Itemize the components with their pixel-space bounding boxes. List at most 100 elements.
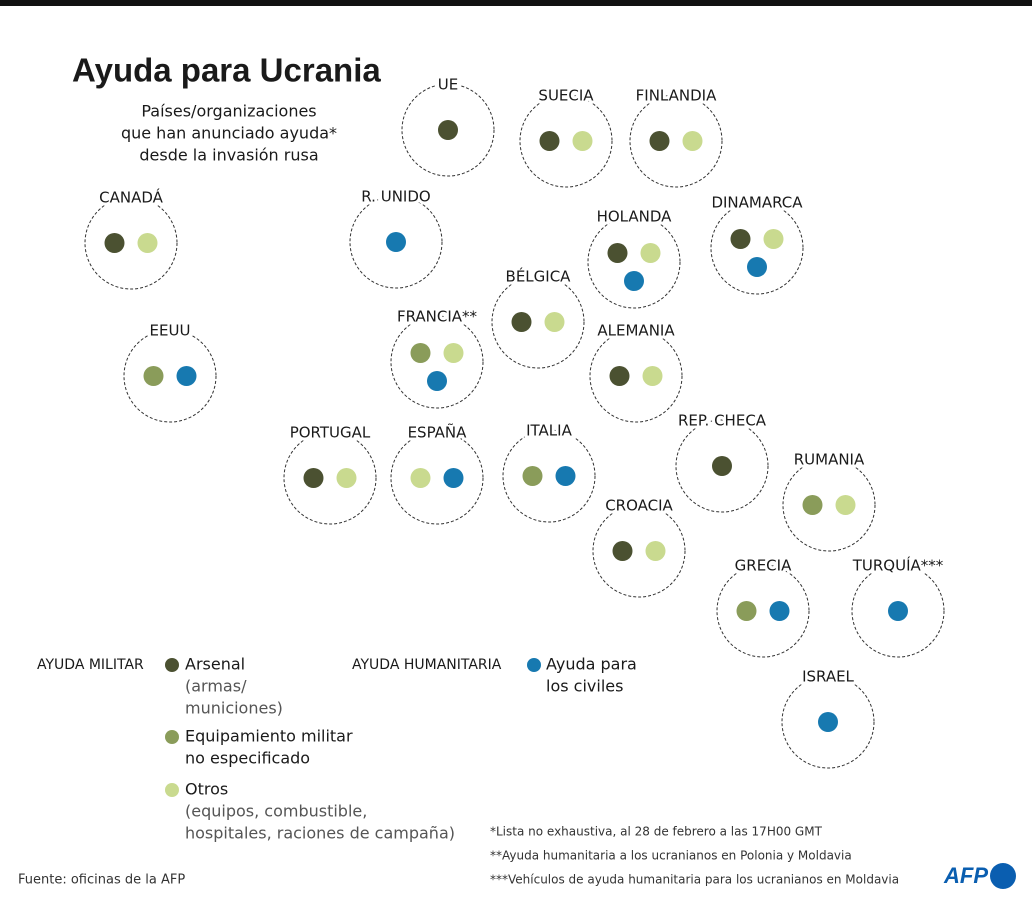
aid-dot xyxy=(143,366,164,386)
country-name: ESPAÑA xyxy=(408,423,468,442)
aid-dot xyxy=(137,233,158,253)
aid-dot xyxy=(802,495,823,515)
legend-title: AYUDA MILITAR xyxy=(37,657,144,673)
country-circle xyxy=(782,458,876,552)
country-circle xyxy=(716,564,810,658)
country-circle xyxy=(629,94,723,188)
aid-dot xyxy=(763,229,784,249)
legend-label: Equipamiento militar xyxy=(185,727,353,746)
aid-dot xyxy=(104,233,125,253)
country-circle xyxy=(851,564,945,658)
aid-dot xyxy=(511,312,532,332)
legend-note: (equipos, combustible, xyxy=(185,802,367,821)
subtitle: Países/organizaciones xyxy=(141,102,316,121)
country-name: ALEMANIA xyxy=(597,322,675,340)
aid-dot xyxy=(336,468,357,488)
country-name: TURQUÍA*** xyxy=(852,556,944,575)
aid-dot xyxy=(572,131,593,151)
aid-dot xyxy=(712,456,732,476)
legend-label: Arsenal xyxy=(185,655,245,674)
aid-dot xyxy=(386,232,406,252)
footnote: *Lista no exhaustiva, al 28 de febrero a… xyxy=(490,825,823,839)
aid-dot xyxy=(176,366,197,386)
legend-label: Ayuda para xyxy=(546,655,637,674)
aid-dot xyxy=(730,229,751,249)
aid-dot xyxy=(649,131,670,151)
aid-dot xyxy=(410,468,431,488)
aid-dot xyxy=(410,343,431,363)
country-circle xyxy=(710,201,804,295)
aid-dot xyxy=(303,468,324,488)
legend-label: los civiles xyxy=(546,677,623,696)
country-name: GRECIA xyxy=(735,557,792,575)
country-circle xyxy=(283,431,377,525)
aid-dot xyxy=(835,495,856,515)
aid-dot xyxy=(736,601,757,621)
country-name: FINLANDIA xyxy=(636,87,717,105)
aid-dot xyxy=(645,541,666,561)
legend-label: no especificado xyxy=(185,749,310,768)
country-circle xyxy=(589,329,683,423)
country-name: HOLANDA xyxy=(597,208,673,226)
aid-dot xyxy=(818,712,838,732)
legend-dot xyxy=(165,783,179,797)
country-circle xyxy=(781,675,875,769)
country-name: REP. CHECA xyxy=(678,412,767,430)
legend-note: municiones) xyxy=(185,699,283,718)
title: Ayuda para Ucrania xyxy=(72,52,381,89)
aid-dot xyxy=(607,243,628,263)
source: Fuente: oficinas de la AFP xyxy=(18,873,185,888)
country-circle xyxy=(390,431,484,525)
country-name: SUECIA xyxy=(538,87,594,105)
country-name: ITALIA xyxy=(526,422,572,440)
footnote: ***Vehículos de ayuda humanitaria para l… xyxy=(490,873,899,887)
subtitle: desde la invasión rusa xyxy=(139,146,318,165)
aid-dot xyxy=(609,366,630,386)
country-name: DINAMARCA xyxy=(711,194,803,212)
country-name: FRANCIA** xyxy=(397,308,478,326)
legend-dot xyxy=(165,730,179,744)
legend-label: Otros xyxy=(185,780,228,799)
aid-dot xyxy=(443,343,464,363)
logo: AFP xyxy=(943,863,988,888)
aid-dot xyxy=(427,371,447,391)
country-name: ISRAEL xyxy=(802,668,854,686)
country-name: RUMANIA xyxy=(794,451,865,469)
country-circle xyxy=(592,504,686,598)
aid-dot xyxy=(682,131,703,151)
country-circle xyxy=(587,215,681,309)
aid-dot xyxy=(544,312,565,332)
aid-dot xyxy=(555,466,576,486)
country-circle xyxy=(491,275,585,369)
country-name: BÉLGICA xyxy=(506,267,572,286)
country-circle xyxy=(349,195,443,289)
country-circle xyxy=(675,419,769,513)
aid-dot xyxy=(443,468,464,488)
logo-circle xyxy=(990,863,1016,889)
aid-dot xyxy=(888,601,908,621)
aid-dot xyxy=(539,131,560,151)
aid-dot xyxy=(640,243,661,263)
aid-dot xyxy=(522,466,543,486)
country-circle xyxy=(84,196,178,290)
subtitle: que han anunciado ayuda* xyxy=(121,124,337,143)
top-bar xyxy=(0,0,1032,6)
country-name: CANADÁ xyxy=(99,188,164,207)
legend-title: AYUDA HUMANITARIA xyxy=(352,657,502,673)
country-circle xyxy=(123,329,217,423)
legend-note: hospitales, raciones de campaña) xyxy=(185,824,455,843)
aid-dot xyxy=(612,541,633,561)
legend-note: (armas/ xyxy=(185,677,247,696)
country-circle xyxy=(519,94,613,188)
aid-dot xyxy=(438,120,458,140)
country-name: R. UNIDO xyxy=(361,188,430,206)
country-name: EEUU xyxy=(150,322,191,340)
footnote: **Ayuda humanitaria a los ucranianos en … xyxy=(490,849,852,863)
country-name: PORTUGAL xyxy=(290,424,371,442)
aid-dot xyxy=(769,601,790,621)
legend-dot xyxy=(165,658,179,672)
country-circle xyxy=(390,315,484,409)
aid-dot xyxy=(642,366,663,386)
